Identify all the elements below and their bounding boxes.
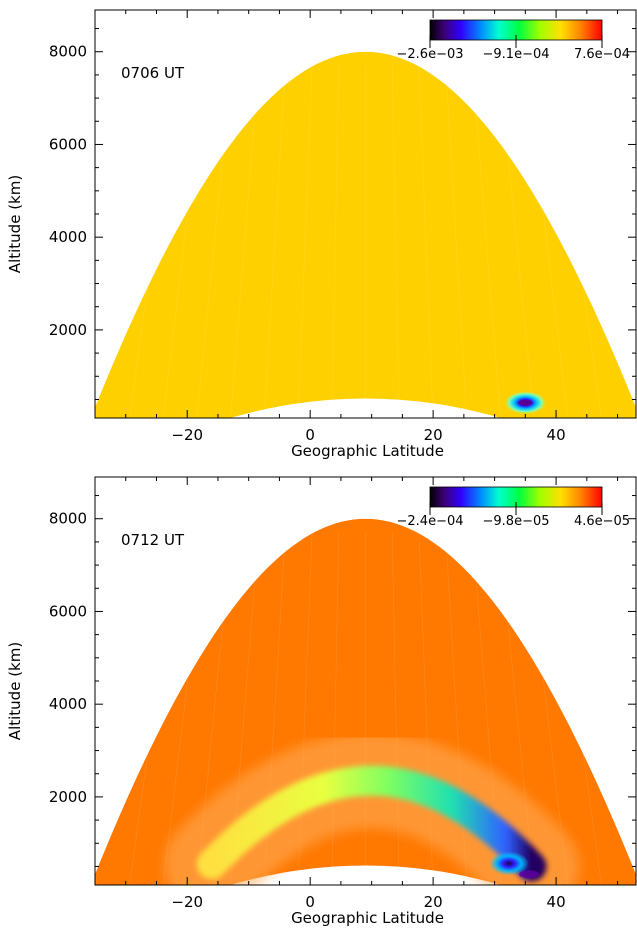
y-axis-ticks: 2000 4000 6000 8000	[49, 495, 636, 867]
y-tick-label: 6000	[49, 602, 87, 620]
colorbar-tick-label: 7.6e−04	[574, 47, 630, 62]
x-axis-ticks: −20 0 20 40	[125, 477, 619, 911]
y-tick-label: 8000	[49, 43, 87, 61]
y-tick-label: 8000	[49, 510, 87, 528]
x-tick-label: 0	[305, 426, 315, 444]
x-tick-label: 40	[547, 893, 566, 911]
x-tick-label: 20	[424, 426, 443, 444]
panel-0712: −20 0 20 40 2000 4000 6000 8000 Geographic Lat…	[6, 476, 637, 927]
y-axis-label: Altitude (km)	[6, 642, 24, 740]
field-plot	[95, 10, 636, 418]
y-tick-label: 6000	[49, 135, 87, 153]
time-annotation: 0712 UT	[121, 531, 185, 549]
panel-0706: −20 0 20 40 2000 4000 6000 8000 Geographic Lat…	[6, 9, 637, 460]
x-axis-label: Geographic Latitude	[291, 442, 444, 460]
x-axis-label: Geographic Latitude	[291, 909, 444, 927]
y-tick-label: 2000	[49, 788, 87, 806]
colorbar: −2.6e−03 −9.1e−04 7.6e−04	[397, 19, 630, 62]
x-tick-label: 0	[305, 893, 315, 911]
arc-band	[196, 765, 547, 882]
colorbar-tick-label: −2.6e−03	[397, 47, 464, 62]
colorbar-tick-label: −9.8e−05	[483, 514, 550, 529]
colorbar: −2.4e−04 −9.8e−05 4.6e−05	[397, 486, 630, 529]
x-axis-ticks: −20 0 20 40	[125, 10, 619, 444]
y-axis-label: Altitude (km)	[6, 175, 24, 273]
colorbar-tick-label: −2.4e−04	[397, 514, 464, 529]
y-axis-ticks: 2000 4000 6000 8000	[49, 28, 636, 400]
x-tick-label: −20	[171, 426, 203, 444]
x-tick-label: 40	[547, 426, 566, 444]
colorbar-tick-label: 4.6e−05	[574, 514, 630, 529]
time-annotation: 0706 UT	[121, 64, 185, 82]
y-tick-label: 4000	[49, 228, 87, 246]
y-tick-label: 4000	[49, 695, 87, 713]
x-tick-label: −20	[171, 893, 203, 911]
field-plot	[95, 477, 636, 885]
y-tick-label: 2000	[49, 321, 87, 339]
field-feature	[489, 851, 530, 876]
colorbar-tick-label: −9.1e−04	[483, 47, 550, 62]
x-tick-label: 20	[424, 893, 443, 911]
field-dome	[95, 51, 636, 418]
